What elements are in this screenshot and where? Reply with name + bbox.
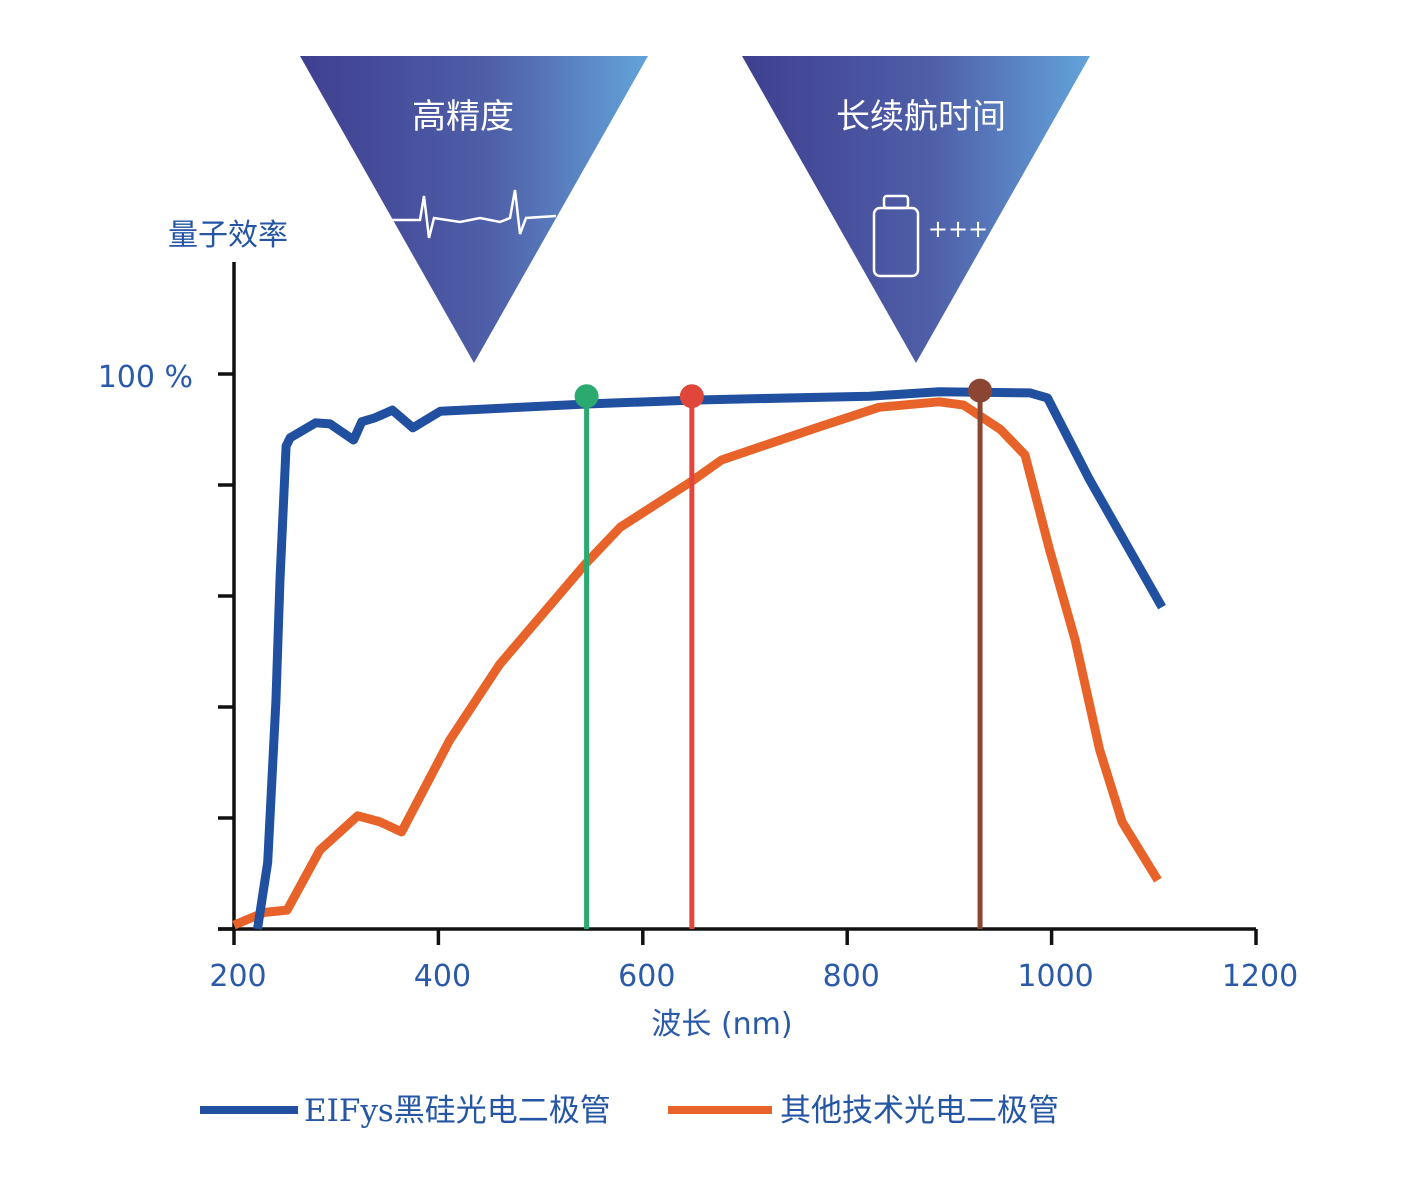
marker-group: [574, 378, 993, 929]
legend-label-eifys: EIFys黑硅光电二极管: [304, 1093, 611, 1129]
triangle-badge: [300, 56, 648, 363]
annotation-battery-life: 长续航时间 +++: [742, 56, 1090, 363]
series-group: [232, 387, 1166, 930]
battery-plus-text: +++: [928, 215, 988, 243]
y-axis-label: 量子效率: [168, 218, 288, 253]
battery-icon: [872, 194, 920, 278]
y-tick-label-100: 100 %: [98, 360, 193, 395]
x-tick-label: 800: [823, 959, 880, 994]
x-axis-label: 波长 (nm): [651, 1007, 792, 1042]
annotation-label: 长续航时间: [836, 97, 1006, 137]
annotation-label: 高精度: [412, 97, 514, 137]
x-tick-label: 200: [209, 959, 266, 994]
heartbeat-icon: [392, 189, 557, 239]
marker-dot: [679, 384, 704, 409]
x-tick-label: 400: [414, 959, 471, 994]
x-tick-label: 1200: [1222, 959, 1298, 994]
marker-dot: [574, 384, 599, 409]
marker-dot: [968, 378, 993, 403]
series-line-other: [232, 397, 1162, 930]
x-tick-label: 1000: [1017, 959, 1093, 994]
axes: [218, 262, 1256, 931]
x-tick-label: 600: [618, 959, 675, 994]
legend-label-other: 其他技术光电二极管: [780, 1093, 1059, 1129]
annotation-precision: 高精度: [300, 56, 648, 363]
legend: EIFys黑硅光电二极管 其他技术光电二极管: [200, 1093, 1059, 1129]
y-ticks: [218, 372, 234, 931]
x-ticks: 200 400 600 800 1000 1200: [209, 929, 1298, 994]
